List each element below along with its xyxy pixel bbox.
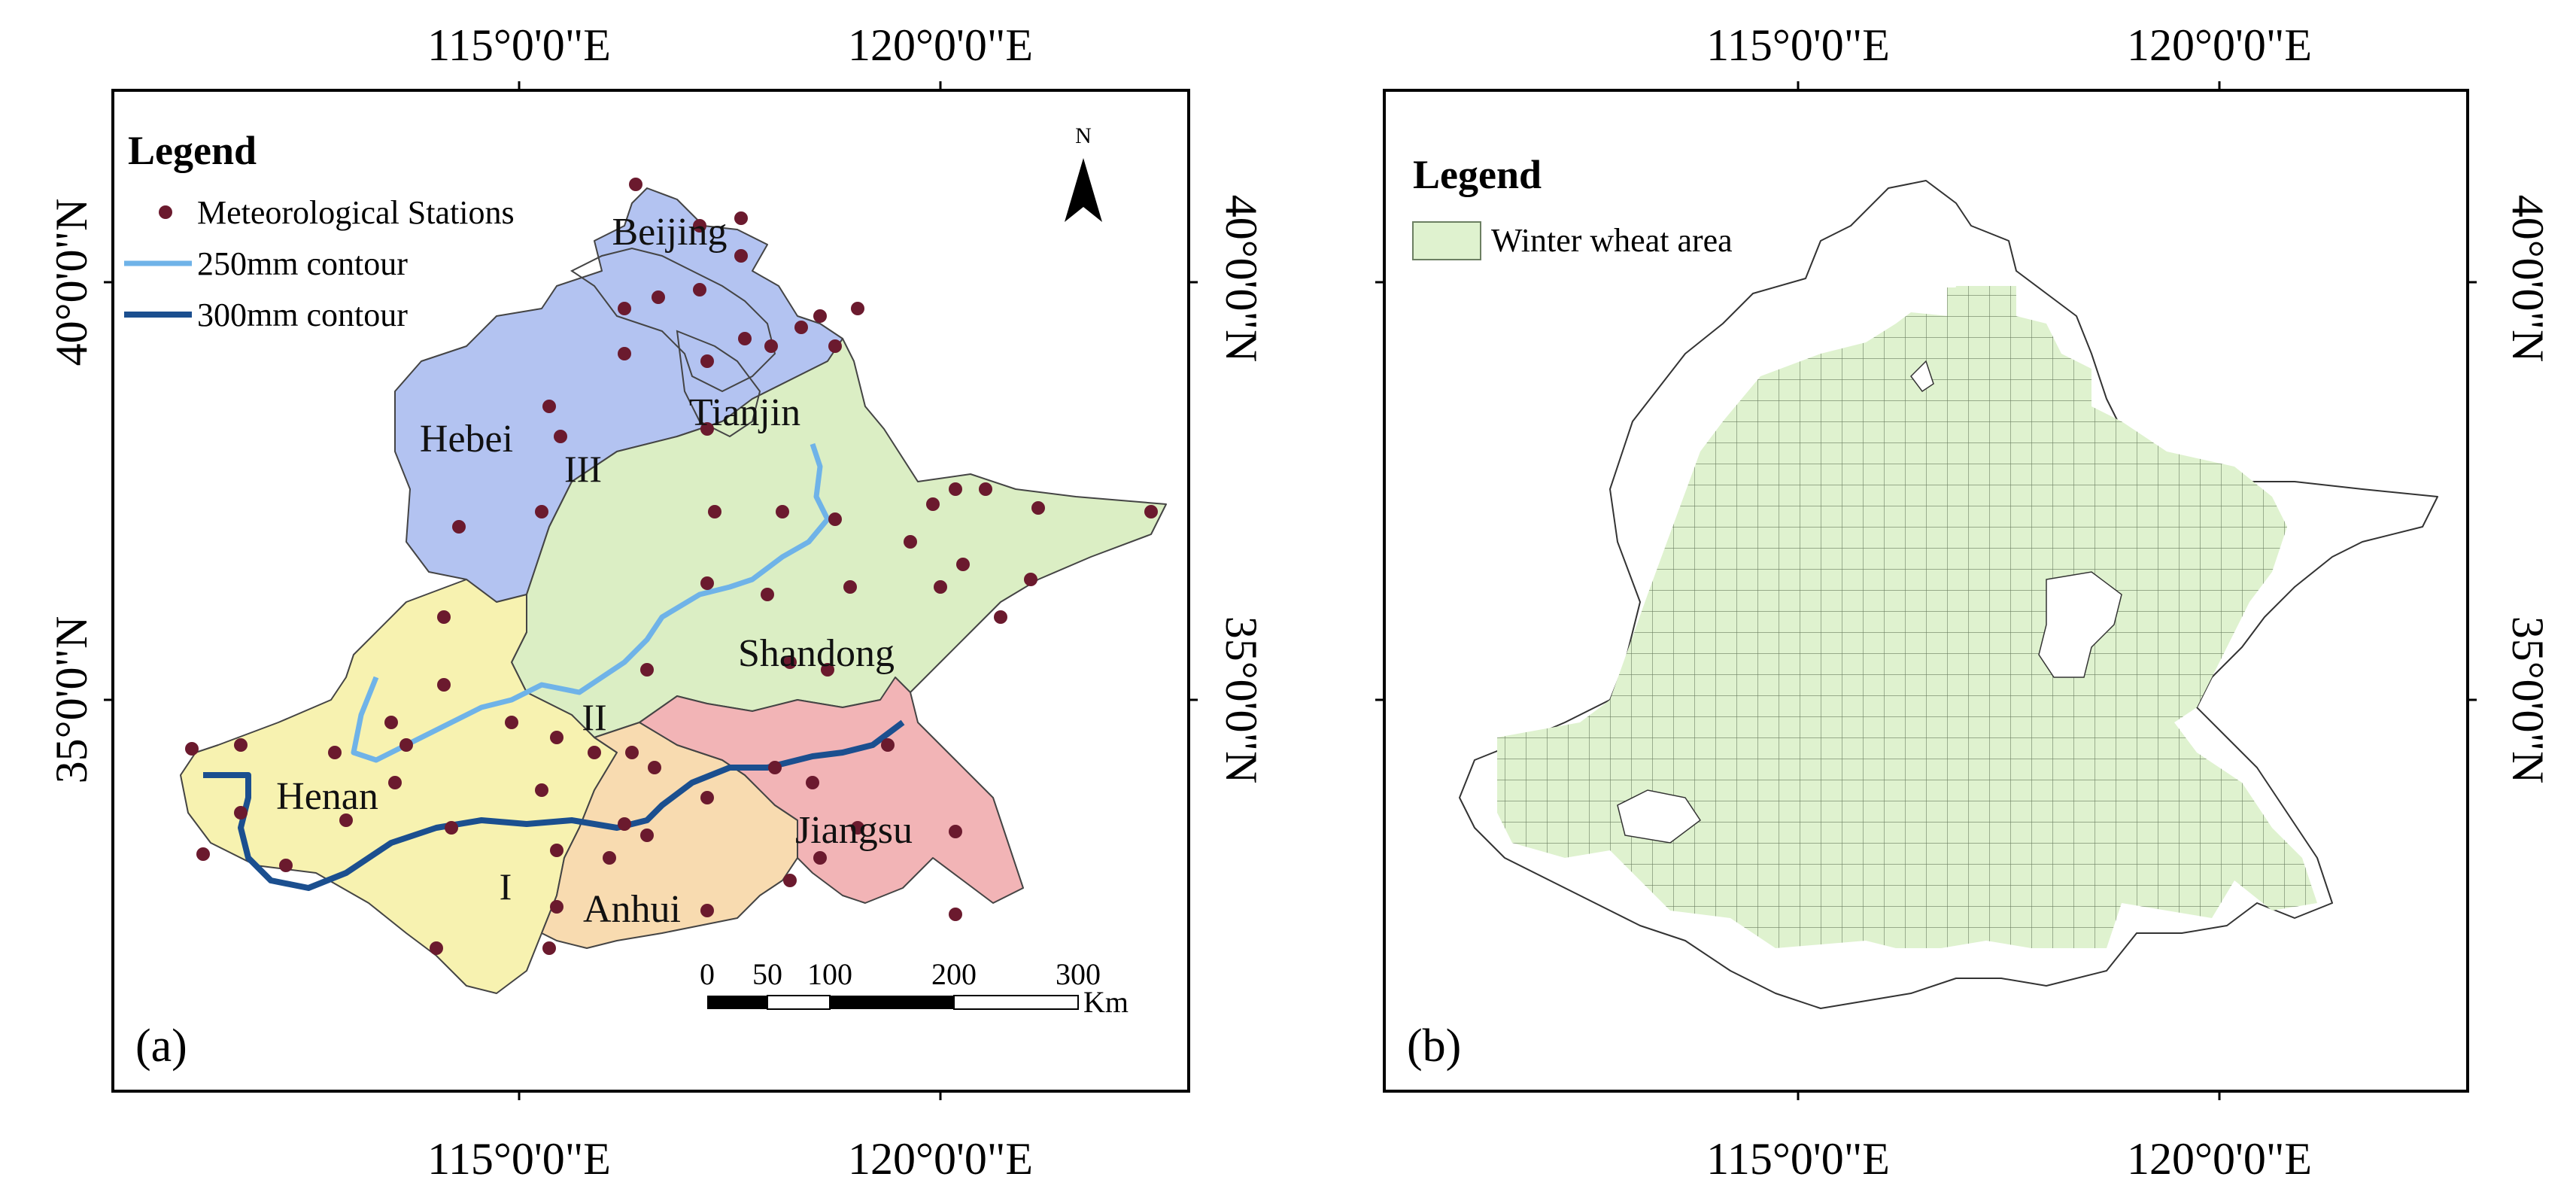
label-henan: Henan — [276, 775, 378, 818]
panel-label-a: (a) — [135, 1020, 187, 1072]
lon-label-115-bottom: 115°0'0"E — [427, 1134, 611, 1184]
label-hebei: Hebei — [420, 418, 513, 461]
north-arrow-icon: N — [1065, 123, 1102, 222]
legend-item-250mm: 250mm contour — [197, 245, 408, 282]
study-area-outline — [1459, 180, 2438, 1009]
scale-tick-200: 200 — [931, 957, 977, 991]
legend-title-b: Legend — [1413, 152, 1542, 197]
winter-wheat-symbol — [1412, 221, 1481, 260]
lat-label-35-left: 35°0'0"N — [47, 616, 96, 784]
winter-wheat-area-north — [1947, 287, 2010, 330]
legend-item-stations: Meteorological Stations — [197, 194, 515, 231]
scale-unit: Km — [1083, 985, 1129, 1019]
label-beijing: Beijing — [612, 211, 727, 254]
region-label-ii: II — [582, 696, 606, 738]
legend-item-300mm: 300mm contour — [197, 296, 408, 333]
label-shandong: Shandong — [738, 632, 895, 675]
north-label: N — [1075, 123, 1092, 148]
label-anhui: Anhui — [583, 888, 681, 931]
lon-label-120-bottom-b: 120°0'0"E — [2127, 1134, 2312, 1184]
scale-tick-100: 100 — [807, 957, 852, 991]
panel-label-b: (b) — [1407, 1020, 1461, 1072]
scale-tick-50: 50 — [752, 957, 782, 991]
scale-tick-0: 0 — [700, 957, 715, 991]
lon-label-120-top: 120°0'0"E — [848, 20, 1033, 70]
lon-label-115-top: 115°0'0"E — [427, 20, 611, 70]
scale-bar: 0 50 100 200 300 Km — [700, 957, 1129, 1019]
map-panel-b: 115°0'0"E 120°0'0"E 115°0'0"E 120°0'0"E … — [1375, 20, 2553, 1184]
lon-label-115-top-b: 115°0'0"E — [1706, 20, 1890, 70]
lon-label-115-bottom-b: 115°0'0"E — [1706, 1134, 1890, 1184]
graticule-ticks-b — [1375, 81, 2477, 1100]
legend-title-a: Legend — [128, 128, 257, 173]
station-symbol — [159, 205, 172, 219]
lat-label-40-right-b: 40°0'0"N — [2503, 195, 2553, 363]
lon-label-120-bottom: 120°0'0"E — [848, 1134, 1033, 1184]
non-wheat-holes — [1617, 360, 2122, 844]
province-jiangsu — [639, 677, 1024, 904]
legend-b: Legend Winter wheat area — [1412, 152, 1733, 260]
legend-item-winter-wheat: Winter wheat area — [1491, 222, 1733, 259]
meteorological-stations — [185, 178, 1158, 955]
label-jiangsu: Jiangsu — [795, 809, 913, 852]
legend-a: Legend Meteorological Stations 250mm con… — [124, 128, 515, 333]
lat-label-35-right-b: 35°0'0"N — [2503, 616, 2553, 784]
region-label-iii: III — [564, 448, 602, 490]
municipal-boundaries — [570, 247, 776, 438]
contour-300mm — [203, 719, 905, 891]
label-tianjin: Tianjin — [689, 391, 800, 434]
scale-tick-300: 300 — [1056, 957, 1101, 991]
lat-label-40-right: 40°0'0"N — [1217, 195, 1266, 363]
map-panel-a: 115°0'0"E 120°0'0"E 115°0'0"E 120°0'0"E … — [47, 20, 1266, 1184]
lat-label-40-left: 40°0'0"N — [47, 199, 96, 366]
graticule-ticks-a — [104, 81, 1198, 1100]
lon-label-120-top-b: 120°0'0"E — [2127, 20, 2312, 70]
region-label-i: I — [500, 865, 512, 908]
lat-label-35-right: 35°0'0"N — [1217, 616, 1266, 784]
